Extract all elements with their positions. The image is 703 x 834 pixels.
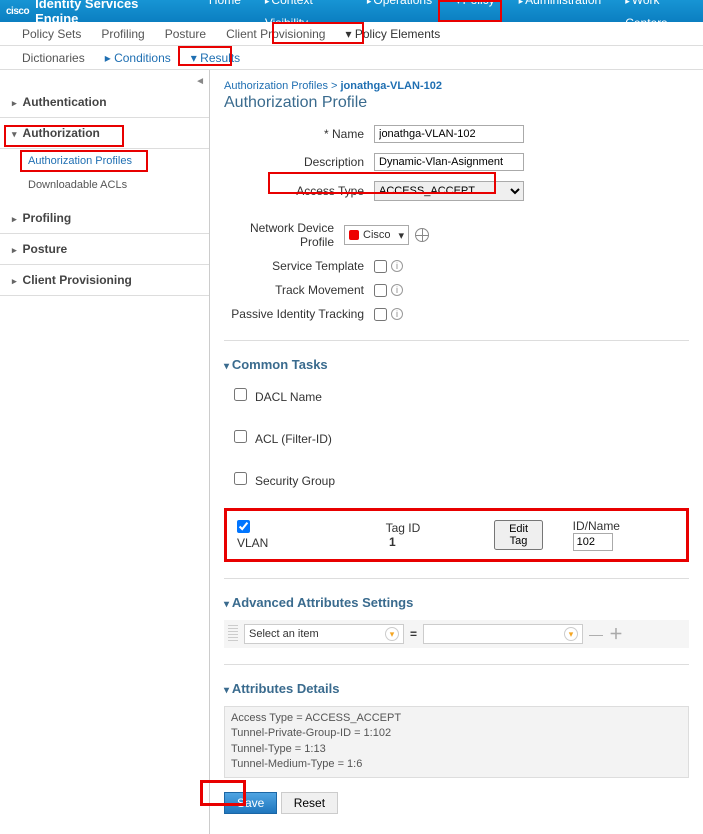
sidebar-profiling[interactable]: Profiling [0,203,209,234]
cisco-logo: cisco [6,6,29,17]
attr-line: Tunnel-Private-Group-ID = 1:102 [231,726,682,741]
task-acl: ACL (Filter-ID) [224,424,689,452]
dacl-label: DACL Name [255,390,322,404]
idname-label: ID/Name [573,519,620,533]
description-input[interactable] [374,153,524,171]
breadcrumb-current: jonathga-VLAN-102 [341,80,442,92]
sidebar-authorization[interactable]: Authorization [0,118,209,149]
subnav-policy-sets[interactable]: Policy Sets [12,22,91,46]
subnav-policy-elements[interactable]: ▾ Policy Elements [335,22,450,46]
passive-identity-checkbox[interactable] [374,308,387,321]
sidebar-downloadable-acls[interactable]: Downloadable ACLs [28,173,209,197]
advanced-attr-header[interactable]: Advanced Attributes Settings [224,595,689,610]
subnav2-conditions[interactable]: ▸ Conditions [95,46,181,70]
sidebar-authentication[interactable]: Authentication [0,87,209,118]
tag-id-label: Tag ID [386,521,421,535]
button-row: Save Reset [224,792,689,814]
save-button[interactable]: Save [224,792,277,814]
sidebar-authorization-sub: Authorization Profiles Downloadable ACLs [0,149,209,203]
subnav-results-row: Dictionaries ▸ Conditions ▾ Results [0,46,703,70]
ndp-label: Network Device Profile [224,221,344,249]
subnav-client-provisioning[interactable]: Client Provisioning [216,22,335,46]
attr-line: Tunnel-Type = 1:13 [231,742,682,757]
sidebar-authorization-profiles[interactable]: Authorization Profiles [28,149,209,173]
security-group-checkbox[interactable] [234,472,247,485]
nav-administration[interactable]: ▸Administration [507,0,614,34]
access-type-select[interactable]: ACCESS_ACCEPT [374,181,524,201]
track-movement-checkbox[interactable] [374,284,387,297]
vlan-checkbox[interactable] [237,520,250,533]
sidebar-client-provisioning[interactable]: Client Provisioning [0,265,209,296]
reset-button[interactable]: Reset [281,792,338,814]
equals-label: = [410,627,417,641]
name-label: * Name [224,127,374,141]
dropdown-icon: ▾ [385,627,399,641]
attr-line: Access Type = ACCESS_ACCEPT [231,711,682,726]
adv-attr-select-right[interactable]: ▾ [423,624,583,644]
attributes-details-header[interactable]: Attributes Details [224,681,689,696]
acl-checkbox[interactable] [234,430,247,443]
vlan-label: VLAN [237,536,268,550]
sidebar: ◄ Authentication Authorization Authoriza… [0,70,210,834]
security-group-label: Security Group [255,474,335,488]
nav-policy[interactable]: ▾Policy [444,0,507,34]
cisco-icon [349,230,359,240]
attr-line: Tunnel-Medium-Type = 1:6 [231,757,682,772]
task-security-group: Security Group [224,466,689,494]
service-template-checkbox[interactable] [374,260,387,273]
adv-attr-select-left[interactable]: Select an item▾ [244,624,404,644]
task-vlan-row: VLAN Tag ID 1 Edit Tag ID/Name [224,508,689,562]
idname-input[interactable] [573,533,613,551]
page-title: Authorization Profile [224,94,689,112]
dropdown-icon: ▾ [564,627,578,641]
name-input[interactable] [374,125,524,143]
edit-tag-button[interactable]: Edit Tag [494,520,542,550]
nav-work-centers[interactable]: ▸Work Centers [613,0,703,34]
track-movement-label: Track Movement [224,283,374,297]
add-row-icon[interactable]: ＋ [609,624,623,644]
description-label: Description [224,155,374,169]
info-icon[interactable]: i [391,308,403,320]
subnav-profiling[interactable]: Profiling [91,22,154,46]
acl-label: ACL (Filter-ID) [255,432,332,446]
attributes-details-box: Access Type = ACCESS_ACCEPT Tunnel-Priva… [224,706,689,778]
sidebar-posture[interactable]: Posture [0,234,209,265]
drag-handle-icon[interactable] [228,625,238,643]
globe-icon[interactable] [415,228,429,242]
advanced-attr-row: Select an item▾ = ▾ — ＋ [224,620,689,648]
common-tasks-header[interactable]: Common Tasks [224,357,689,372]
sidebar-collapse-icon[interactable]: ◄ [0,76,209,87]
tag-id-value: 1 [389,535,396,549]
breadcrumb: Authorization Profiles > jonathga-VLAN-1… [224,80,689,92]
info-icon[interactable]: i [391,260,403,272]
breadcrumb-parent[interactable]: Authorization Profiles [224,80,328,92]
ndp-select[interactable]: Cisco▾ [344,225,409,245]
task-dacl: DACL Name [224,382,689,410]
service-template-label: Service Template [224,259,374,273]
access-type-label: Access Type [224,184,374,198]
content-area: Authorization Profiles > jonathga-VLAN-1… [210,70,703,834]
dacl-checkbox[interactable] [234,388,247,401]
subnav-posture[interactable]: Posture [155,22,216,46]
subnav2-dictionaries[interactable]: Dictionaries [12,46,95,70]
remove-row-icon[interactable]: — [589,626,603,642]
info-icon[interactable]: i [391,284,403,296]
subnav2-results[interactable]: ▾ Results [181,46,250,70]
passive-identity-label: Passive Identity Tracking [224,307,374,321]
top-navbar: cisco Identity Services Engine Home ▸Con… [0,0,703,22]
